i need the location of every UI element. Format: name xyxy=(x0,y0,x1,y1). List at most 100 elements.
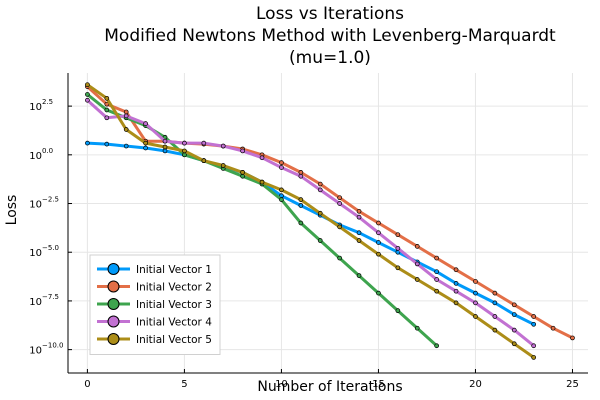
data-point xyxy=(182,149,186,153)
data-point xyxy=(85,83,89,87)
y-tick-label-base: 10 xyxy=(29,200,42,211)
data-point xyxy=(435,270,439,274)
data-point xyxy=(396,233,400,237)
y-tick-label-exponent: −2.5 xyxy=(42,196,59,204)
data-point xyxy=(396,266,400,270)
legend-swatch-marker xyxy=(108,299,119,310)
data-point xyxy=(493,291,497,295)
data-point xyxy=(435,256,439,260)
data-point xyxy=(202,141,206,145)
data-point xyxy=(318,239,322,243)
data-point xyxy=(454,268,458,272)
data-point xyxy=(279,188,283,192)
x-tick-label: 0 xyxy=(84,379,90,390)
data-point xyxy=(163,139,167,143)
data-point xyxy=(299,198,303,202)
data-point xyxy=(299,170,303,174)
data-point xyxy=(105,116,109,120)
data-point xyxy=(105,142,109,146)
legend-item: Initial Vector 1 xyxy=(97,264,212,277)
data-point xyxy=(105,96,109,100)
data-point xyxy=(512,328,516,332)
legend-label: Initial Vector 2 xyxy=(136,282,212,294)
y-tick-label-exponent: 0.0 xyxy=(42,147,53,155)
data-point xyxy=(260,156,264,160)
data-point xyxy=(493,301,497,305)
data-point xyxy=(85,92,89,96)
y-tick-label-exponent: −7.5 xyxy=(42,293,59,301)
data-point xyxy=(279,161,283,165)
data-point xyxy=(357,239,361,243)
legend-swatch-marker xyxy=(108,264,119,275)
data-point xyxy=(318,182,322,186)
data-point xyxy=(376,221,380,225)
x-tick-label: 20 xyxy=(469,379,482,390)
y-tick-label-base: 10 xyxy=(29,346,42,357)
data-point xyxy=(532,315,536,319)
data-point xyxy=(144,122,148,126)
data-point xyxy=(124,114,128,118)
data-point xyxy=(493,328,497,332)
data-point xyxy=(279,198,283,202)
data-point xyxy=(338,256,342,260)
data-point xyxy=(241,170,245,174)
legend-label: Initial Vector 1 xyxy=(136,264,212,276)
chart-title-line-2: Modified Newtons Method with Levenberg-M… xyxy=(104,26,556,46)
legend-item: Initial Vector 5 xyxy=(97,334,212,347)
data-point xyxy=(454,281,458,285)
data-point xyxy=(221,164,225,168)
y-tick-label-base: 10 xyxy=(29,297,42,308)
data-point xyxy=(221,144,225,148)
data-point xyxy=(512,303,516,307)
chart-title-line-1: Loss vs Iterations xyxy=(256,4,404,24)
data-point xyxy=(551,326,555,330)
data-point xyxy=(144,146,148,150)
data-point xyxy=(182,153,186,157)
data-point xyxy=(124,110,128,114)
y-tick-label-exponent: −5.0 xyxy=(42,244,59,252)
data-point xyxy=(493,315,497,319)
x-tick-label: 5 xyxy=(181,379,187,390)
y-tick-label-base: 10 xyxy=(29,248,42,259)
data-point xyxy=(396,309,400,313)
data-point xyxy=(376,291,380,295)
data-point xyxy=(357,215,361,219)
data-point xyxy=(473,301,477,305)
data-point xyxy=(241,174,245,178)
data-point xyxy=(299,174,303,178)
data-point xyxy=(415,326,419,330)
data-point xyxy=(124,144,128,148)
data-point xyxy=(376,252,380,256)
data-point xyxy=(279,165,283,169)
data-point xyxy=(202,159,206,163)
data-point xyxy=(512,313,516,317)
data-point xyxy=(299,221,303,225)
data-point xyxy=(473,291,477,295)
data-point xyxy=(454,289,458,293)
data-point xyxy=(512,342,516,346)
y-tick-label-base: 10 xyxy=(29,151,42,162)
y-tick-label-base: 10 xyxy=(29,102,42,113)
data-point xyxy=(299,203,303,207)
y-tick-label-exponent: 2.5 xyxy=(42,98,53,106)
data-point xyxy=(532,355,536,359)
data-point xyxy=(357,209,361,213)
data-point xyxy=(435,277,439,281)
data-point xyxy=(85,98,89,102)
data-point xyxy=(260,180,264,184)
data-point xyxy=(241,149,245,153)
data-point xyxy=(415,244,419,248)
data-point xyxy=(85,141,89,145)
data-point xyxy=(473,315,477,319)
data-point xyxy=(338,202,342,206)
x-axis-label: Number of Iterations xyxy=(257,379,402,395)
chart-title-line-3: (mu=1.0) xyxy=(289,48,371,68)
data-point xyxy=(182,141,186,145)
data-point xyxy=(570,336,574,340)
data-point xyxy=(473,279,477,283)
data-point xyxy=(357,231,361,235)
data-point xyxy=(144,141,148,145)
y-tick-label-exponent: −10.0 xyxy=(42,342,63,350)
data-point xyxy=(532,322,536,326)
legend: Initial Vector 1 Initial Vector 2 Initial … xyxy=(90,255,220,355)
